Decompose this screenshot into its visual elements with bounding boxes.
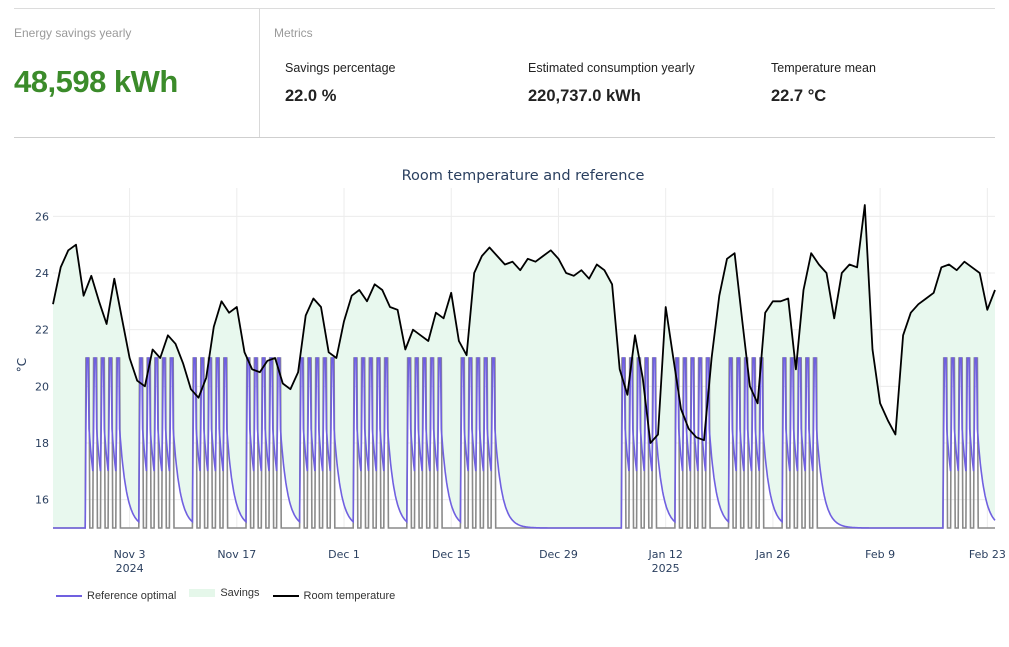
y-axis-label: °C (15, 358, 29, 372)
x-tick-label: Nov 17 (217, 548, 256, 561)
legend-swatch-savings (189, 589, 216, 597)
metric-label: Temperature mean (771, 61, 876, 75)
metric-value: 22.7 °C (771, 87, 827, 105)
metric-savings-percentage: Savings percentage 22.0 % (285, 61, 396, 106)
y-tick-label: 16 (35, 494, 49, 507)
x-tick-label: Nov 3 (114, 548, 146, 561)
room-temperature-line-group (52, 204, 996, 444)
metric-label: Estimated consumption yearly (528, 61, 695, 75)
savings-caption: Energy savings yearly (14, 26, 132, 40)
y-tick-label: 20 (35, 380, 49, 393)
x-tick-label: Dec 1 (328, 548, 360, 561)
legend-label: Room temperature (303, 590, 396, 602)
x-tick-year-label: 2025 (652, 562, 680, 575)
savings-card: Energy savings yearly 48,598 kWh (14, 9, 260, 137)
metric-temperature-mean: Temperature mean 22.7 °C (771, 61, 876, 106)
y-tick-label: 24 (35, 267, 49, 280)
x-tick-label: Feb 9 (865, 548, 895, 561)
y-tick-label: 26 (35, 210, 49, 223)
x-tick-label: Jan 12 (647, 548, 682, 561)
metric-estimated-consumption: Estimated consumption yearly 220,737.0 k… (528, 61, 695, 106)
legend-item-savings[interactable]: Savings (189, 587, 259, 599)
metrics-caption: Metrics (274, 26, 313, 40)
metric-value: 22.0 % (285, 87, 337, 105)
y-tick-label: 18 (35, 437, 49, 450)
legend-item-room-temperature[interactable]: Room temperature (272, 590, 396, 602)
savings-value: 48,598 kWh (14, 64, 178, 99)
legend-label: Reference optimal (87, 590, 177, 602)
x-tick-year-label: 2024 (116, 562, 144, 575)
metric-label: Savings percentage (285, 61, 396, 75)
metric-value: 220,737.0 kWh (528, 87, 641, 105)
x-tick-label: Jan 26 (755, 548, 790, 561)
x-tick-label: Dec 15 (432, 548, 471, 561)
x-tick-label: Dec 29 (539, 548, 578, 561)
legend-item-reference[interactable]: Reference optimal (56, 590, 176, 602)
legend-label: Savings (220, 587, 260, 599)
y-tick-label: 22 (35, 324, 49, 337)
room-temperature-line (52, 204, 996, 444)
x-tick-label: Feb 23 (969, 548, 1006, 561)
chart-title: Room temperature and reference (402, 168, 645, 184)
legend-swatch-room (272, 595, 299, 597)
metrics-panel: Energy savings yearly 48,598 kWh Metrics… (14, 8, 995, 138)
chart-legend: Reference optimal Savings Room temperatu… (56, 587, 405, 603)
legend-swatch-reference (56, 595, 82, 597)
